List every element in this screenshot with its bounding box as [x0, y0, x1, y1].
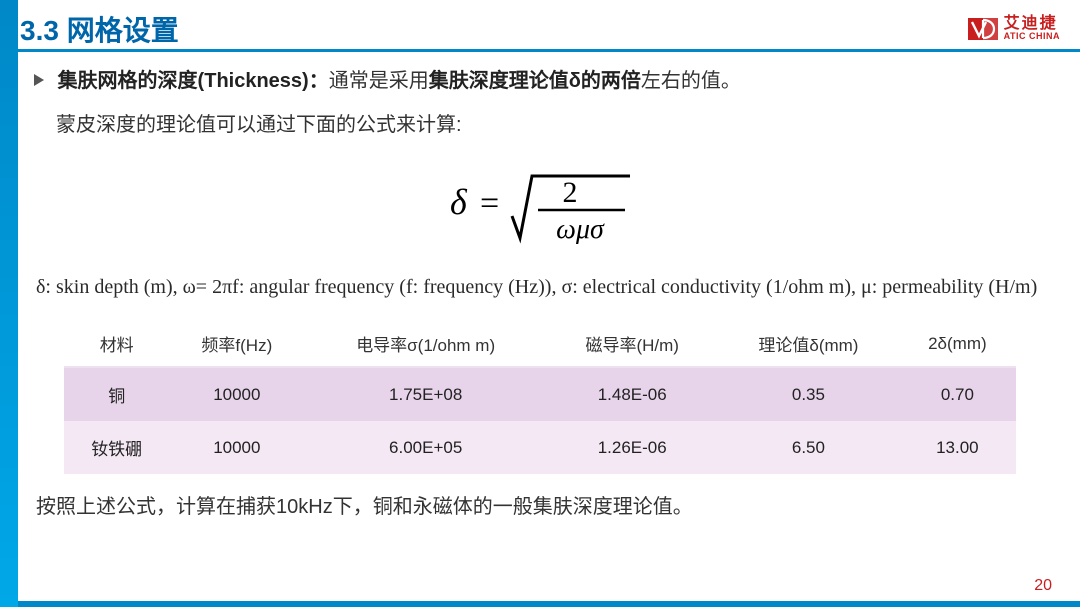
page-number: 20	[1034, 577, 1052, 595]
table-cell: 1.48E-06	[547, 367, 718, 421]
logo-en-text: ATIC CHINA	[1004, 32, 1060, 41]
bullet-text-1: 通常是采用	[329, 70, 429, 92]
table-cell: 0.70	[899, 367, 1016, 421]
svg-text:ωμσ: ωμσ	[556, 214, 605, 245]
sub-line: 蒙皮深度的理论值可以通过下面的公式来计算:	[56, 110, 1046, 140]
table-cell: 6.00E+05	[305, 421, 547, 474]
bullet-line: 集肤网格的深度(Thickness)：通常是采用集肤深度理论值δ的两倍左右的值。	[34, 66, 1046, 96]
svg-text:2: 2	[563, 176, 578, 209]
table-col-0: 材料	[64, 325, 169, 367]
table-row: 钕铁硼 10000 6.00E+05 1.26E-06 6.50 13.00	[64, 421, 1015, 474]
main-content: 集肤网格的深度(Thickness)：通常是采用集肤深度理论值δ的两倍左右的值。…	[34, 66, 1046, 522]
table-col-2: 电导率σ(1/ohm m)	[305, 325, 547, 367]
logo-cn-text: 艾迪捷	[1004, 16, 1060, 32]
left-accent-bar	[0, 0, 18, 607]
skin-depth-table: 材料 频率f(Hz) 电导率σ(1/ohm m) 磁导率(H/m) 理论值δ(m…	[64, 325, 1015, 474]
footer-accent-bar	[18, 601, 1080, 607]
variable-definitions: δ: skin depth (m), ω= 2πf: angular frequ…	[36, 273, 1046, 301]
table-cell: 6.50	[718, 421, 899, 474]
table-col-1: 频率f(Hz)	[169, 325, 305, 367]
table-cell: 钕铁硼	[64, 421, 169, 474]
header-bar: 3.3 网格设置 艾迪捷 ATIC CHINA	[18, 0, 1080, 52]
bullet-text-2: 左右的值。	[641, 70, 741, 92]
table-cell: 13.00	[899, 421, 1016, 474]
section-title: 3.3 网格设置	[20, 9, 179, 49]
table-header-row: 材料 频率f(Hz) 电导率σ(1/ohm m) 磁导率(H/m) 理论值δ(m…	[64, 325, 1015, 367]
svg-text:δ: δ	[450, 182, 468, 222]
closing-line: 按照上述公式，计算在捕获10kHz下，铜和永磁体的一般集肤深度理论值。	[36, 492, 1046, 522]
table-cell: 10000	[169, 421, 305, 474]
bullet-arrow-icon	[34, 74, 44, 86]
company-logo: 艾迪捷 ATIC CHINA	[966, 14, 1060, 44]
table-col-3: 磁导率(H/m)	[547, 325, 718, 367]
bullet-bold-2: 集肤深度理论值δ的两倍	[429, 70, 641, 92]
table-cell: 1.75E+08	[305, 367, 547, 421]
bullet-bold-1: 集肤网格的深度(Thickness)：	[58, 70, 329, 92]
table-col-4: 理论值δ(mm)	[718, 325, 899, 367]
logo-mark-icon	[966, 14, 1000, 44]
table-cell: 1.26E-06	[547, 421, 718, 474]
logo-text: 艾迪捷 ATIC CHINA	[1004, 16, 1060, 41]
table-row: 铜 10000 1.75E+08 1.48E-06 0.35 0.70	[64, 367, 1015, 421]
svg-text:=: =	[480, 185, 499, 222]
table-cell: 铜	[64, 367, 169, 421]
skin-depth-formula: δ = 2 ωμσ	[34, 158, 1046, 253]
table-col-5: 2δ(mm)	[899, 325, 1016, 367]
table-cell: 0.35	[718, 367, 899, 421]
table-cell: 10000	[169, 367, 305, 421]
